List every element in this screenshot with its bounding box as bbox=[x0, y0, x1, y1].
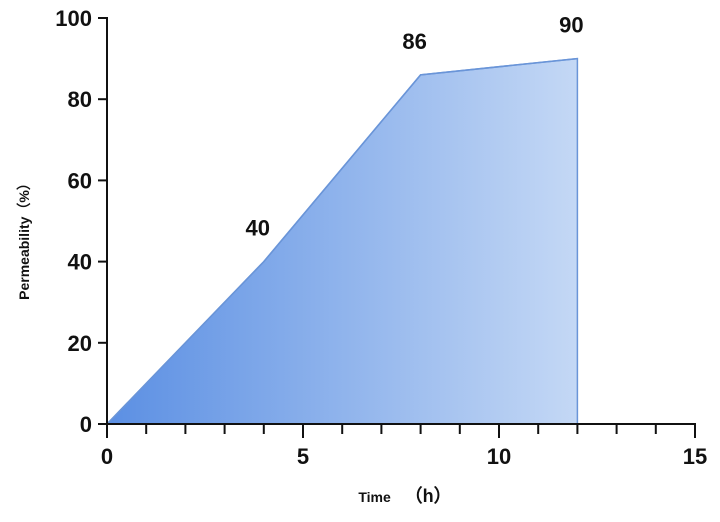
axes bbox=[106, 17, 696, 425]
y-tick-label: 60 bbox=[68, 168, 92, 193]
x-tick-label: 0 bbox=[101, 444, 113, 469]
data-label: 40 bbox=[246, 216, 270, 241]
data-label: 86 bbox=[402, 29, 426, 54]
y-axis-ticks bbox=[98, 17, 107, 425]
x-tick-label: 15 bbox=[683, 444, 707, 469]
data-label: 90 bbox=[559, 13, 583, 38]
x-axis-ticks bbox=[106, 424, 696, 438]
x-axis-tick-labels: 0 5 10 15 bbox=[101, 444, 707, 469]
y-axis-tick-labels: 0 20 40 60 80 100 bbox=[55, 6, 92, 437]
y-tick-label: 0 bbox=[80, 412, 92, 437]
y-axis-title: Permeability（%） bbox=[16, 176, 32, 300]
area-series bbox=[105, 57, 579, 425]
y-tick-label: 20 bbox=[68, 331, 92, 356]
x-tick-label: 10 bbox=[487, 444, 511, 469]
x-axis-title-unit: （h） bbox=[405, 486, 452, 506]
x-tick-label: 5 bbox=[297, 444, 309, 469]
x-axis-title: Time （h） bbox=[358, 486, 451, 506]
area-series-line bbox=[106, 57, 578, 425]
y-tick-label: 100 bbox=[55, 6, 92, 31]
plot-area bbox=[105, 57, 579, 425]
y-tick-label: 80 bbox=[68, 87, 92, 112]
data-labels: 40 86 90 bbox=[246, 13, 584, 241]
y-tick-label: 40 bbox=[68, 250, 92, 275]
x-axis-title-main: Time bbox=[358, 489, 391, 505]
